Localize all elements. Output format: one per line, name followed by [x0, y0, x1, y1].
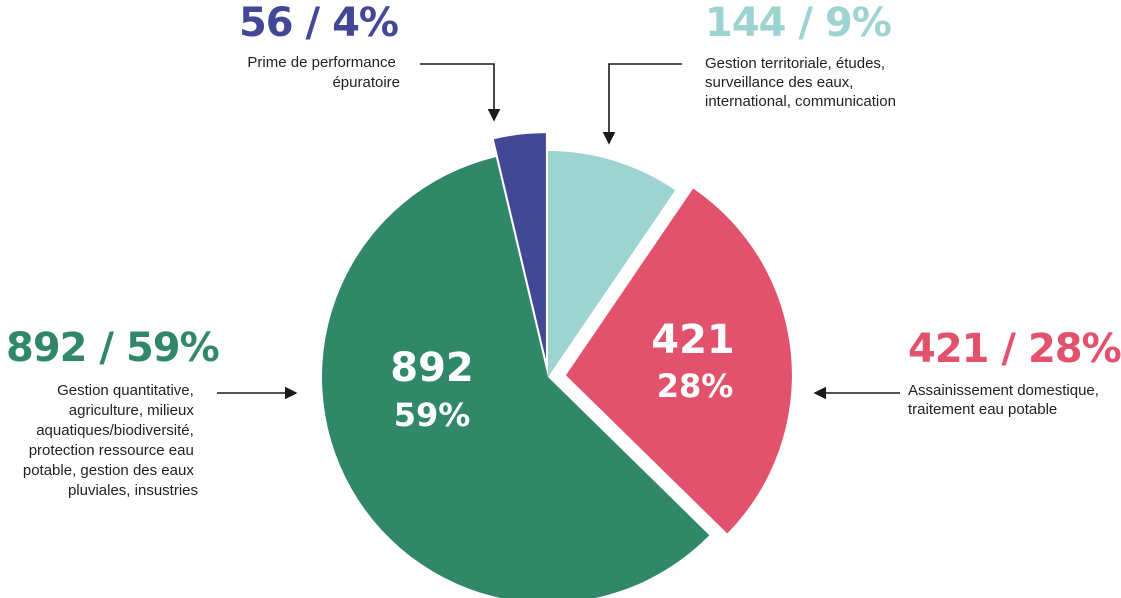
- pie-slice-gestion: [322, 157, 710, 598]
- callout-arrows: [217, 63, 900, 400]
- callout-arrow-territorial: [602, 63, 682, 145]
- pie-slice-prime: [493, 133, 546, 360]
- slice-description-prime: Prime de performance épuratoire: [247, 54, 400, 91]
- slice-inner-percent-assainissement: 28%: [657, 367, 734, 405]
- slice-inner-value-gestion: 892: [390, 345, 474, 391]
- pie-slice-territorial: [548, 151, 676, 377]
- slice-inner-value-assainissement: 421: [651, 317, 735, 363]
- slice-label-prime: 56 / 4%: [239, 0, 398, 46]
- slice-description-gestion: Gestion quantitative, agriculture, milie…: [23, 382, 198, 499]
- slice-description-territorial: Gestion territoriale, études, surveillan…: [705, 55, 896, 110]
- pie-slice-assainissement: [565, 188, 792, 534]
- slice-label-gestion: 892 / 59%: [6, 325, 219, 371]
- slice-description-assainissement: Assainissement domestique, traitement ea…: [908, 382, 1103, 418]
- slice-inner-percent-gestion: 59%: [394, 396, 471, 434]
- slice-label-assainissement: 421 / 28%: [908, 326, 1121, 372]
- slice-label-territorial: 144 / 9%: [705, 0, 891, 46]
- pie-slices: [322, 133, 792, 598]
- callout-arrow-prime: [420, 63, 501, 122]
